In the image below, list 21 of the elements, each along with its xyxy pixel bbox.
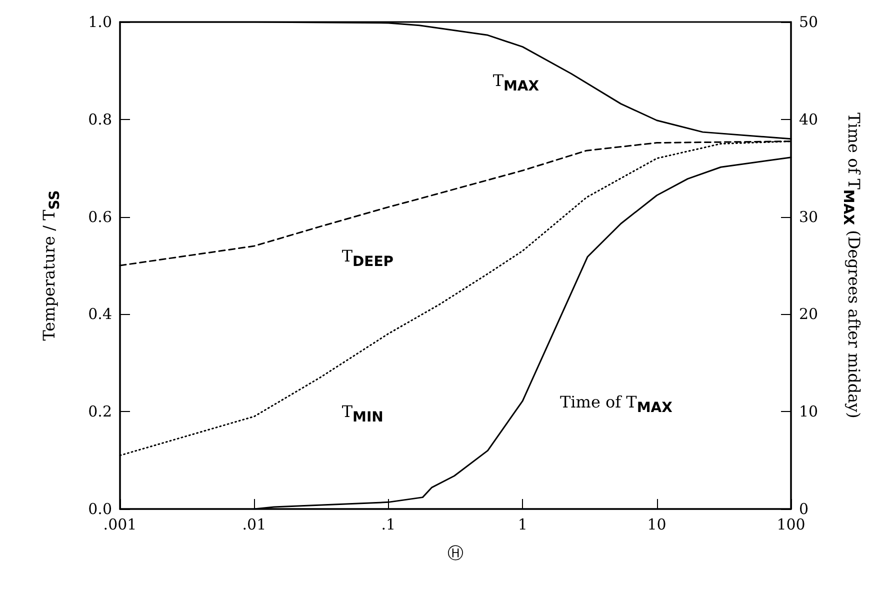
y-tick-label: 0.0 [88, 500, 112, 518]
y2-tick-label: 30 [799, 208, 818, 226]
y-axis-title: Temperature / TSS [40, 190, 63, 341]
y-tick-label: 1.0 [88, 13, 112, 31]
y2-axis-title: Time of TMAX (Degrees after midday) [840, 112, 864, 418]
x-tick-label: .01 [242, 516, 266, 534]
x-tick-label: 10 [647, 516, 666, 534]
y2-tick-label: 40 [799, 110, 818, 128]
x-tick-label: 100 [776, 516, 806, 534]
y-tick-label: 0.2 [88, 402, 112, 421]
y-tick-label: 0.8 [88, 110, 112, 128]
x-tick-label: .001 [103, 516, 137, 534]
y2-tick-label: 50 [799, 13, 818, 31]
y-tick-label: 0.4 [88, 305, 112, 324]
y2-tick-label: 20 [799, 305, 818, 324]
x-axis-title: Ⓗ [448, 544, 464, 562]
x-tick-label: 1 [518, 516, 528, 534]
x-tick-label: .1 [381, 516, 396, 534]
y-tick-label: 0.6 [88, 208, 112, 226]
y2-tick-label: 10 [799, 402, 818, 421]
y2-tick-label: 0 [799, 500, 809, 518]
